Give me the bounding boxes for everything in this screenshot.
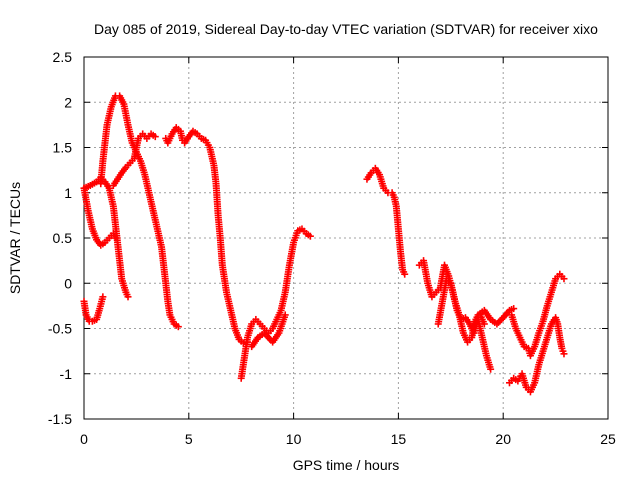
x-tick-labels: 0 5 10 15 20 25 (80, 431, 616, 447)
data-markers (80, 92, 568, 396)
data-point-marker (560, 275, 568, 283)
y-tick-label: 0.5 (53, 230, 73, 246)
data-point-marker (174, 323, 182, 331)
y-tick-label: 2 (64, 94, 72, 110)
x-tick-label: 15 (391, 431, 407, 447)
data-point-marker (99, 293, 107, 301)
y-tick-label: -0.5 (48, 321, 72, 337)
x-tick-label: 5 (185, 431, 193, 447)
y-tick-label: -1 (60, 366, 73, 382)
data-point-marker (480, 320, 488, 328)
x-axis-label: GPS time / hours (293, 457, 400, 473)
data-point-marker (239, 339, 247, 347)
data-point-marker (151, 133, 159, 141)
x-tick-label: 20 (495, 431, 511, 447)
y-tick-labels: -1.5 -1 -0.5 0 0.5 1 1.5 2 2.5 (48, 49, 72, 427)
y-tick-label: 2.5 (53, 49, 73, 65)
y-tick-label: 1.5 (53, 140, 73, 156)
data-point-marker (281, 311, 289, 319)
y-axis-label: SDTVAR / TECUs (7, 182, 23, 294)
data-point-marker (487, 365, 495, 373)
axis-ticks (83, 56, 609, 420)
data-point-marker (401, 270, 409, 278)
x-tick-label: 25 (600, 431, 616, 447)
data-point-marker (560, 350, 568, 358)
x-tick-label: 0 (80, 431, 88, 447)
x-tick-label: 10 (286, 431, 302, 447)
y-tick-label: -1.5 (48, 411, 72, 427)
data-point-marker (306, 232, 314, 240)
data-point-marker (124, 293, 132, 301)
y-tick-label: 1 (64, 185, 72, 201)
data-point-marker (510, 305, 518, 313)
chart-title: Day 085 of 2019, Sidereal Day-to-day VTE… (94, 21, 598, 37)
y-tick-label: 0 (64, 275, 72, 291)
